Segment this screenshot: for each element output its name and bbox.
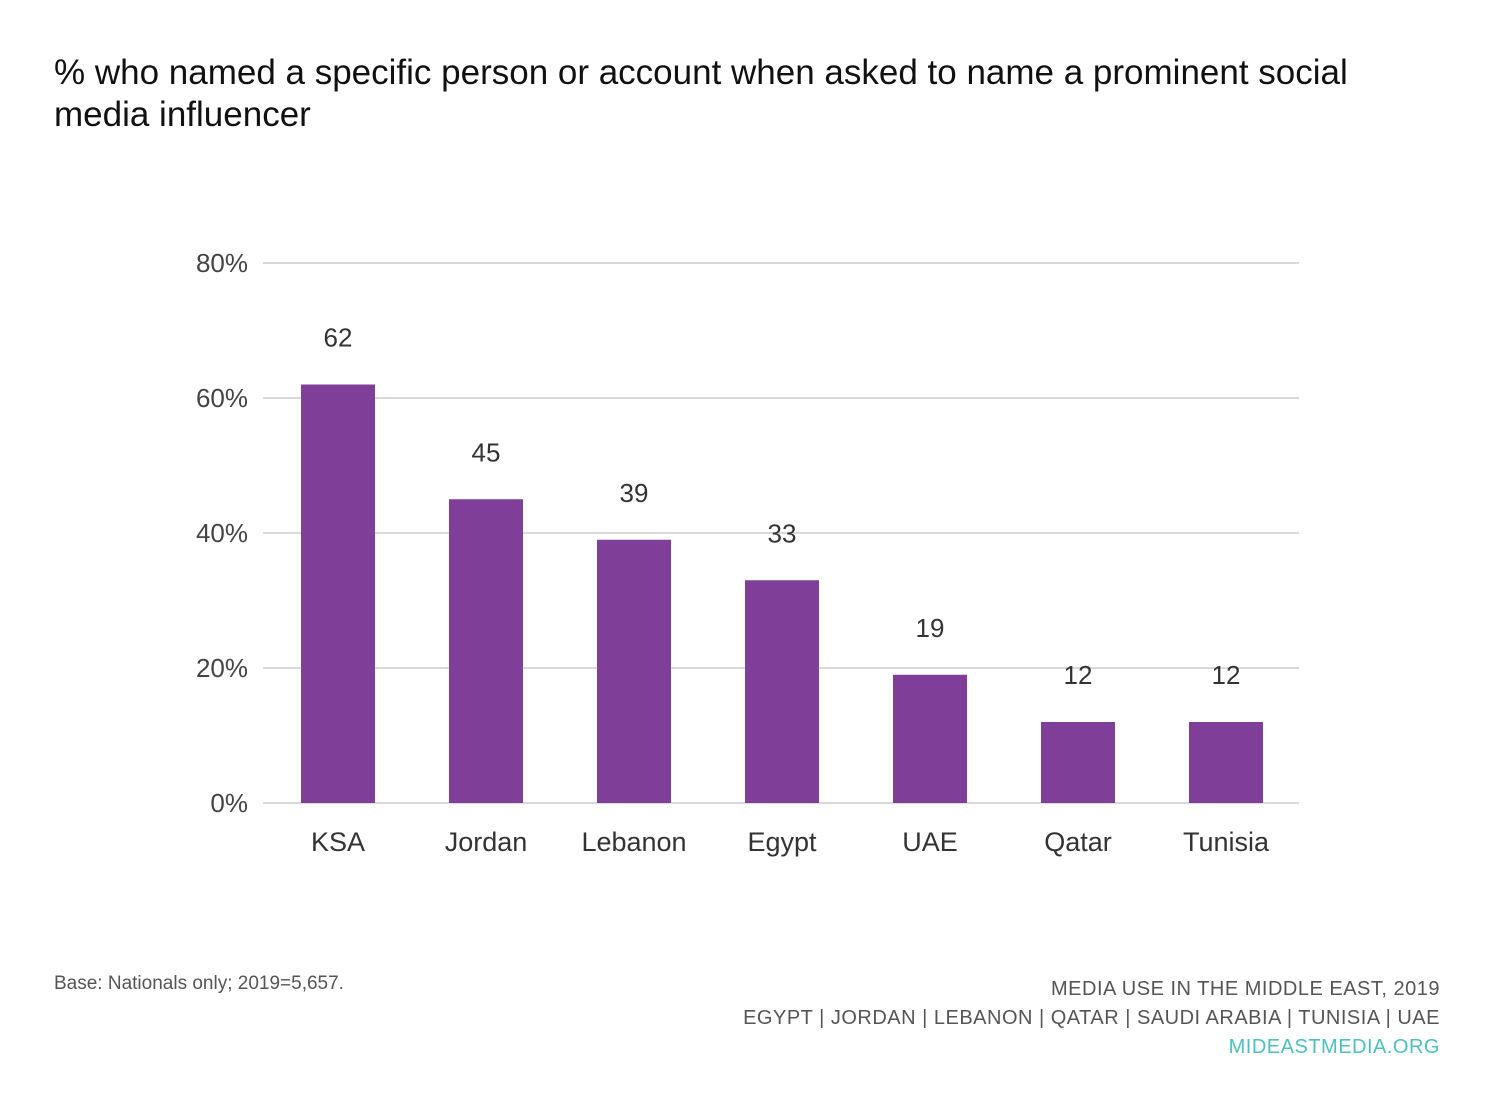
x-tick-label: Qatar bbox=[1044, 827, 1112, 857]
y-tick-label: 0% bbox=[210, 788, 248, 818]
bar-qatar bbox=[1041, 722, 1115, 803]
data-label: 19 bbox=[916, 613, 945, 643]
x-tick-label: Egypt bbox=[747, 827, 817, 857]
x-tick-label: UAE bbox=[902, 827, 958, 857]
source-link[interactable]: MIDEASTMEDIA.ORG bbox=[1228, 1036, 1440, 1058]
source-block: MEDIA USE IN THE MIDDLE EAST, 2019 EGYPT… bbox=[743, 975, 1440, 1062]
bar-egypt bbox=[745, 580, 819, 803]
y-tick-label: 20% bbox=[196, 653, 248, 683]
data-label: 62 bbox=[324, 323, 353, 353]
bar-uae bbox=[893, 674, 967, 803]
bar-lebanon bbox=[597, 539, 671, 803]
data-label: 39 bbox=[620, 478, 649, 508]
data-label: 12 bbox=[1064, 660, 1093, 690]
y-tick-label: 40% bbox=[196, 518, 248, 548]
bar-jordan bbox=[449, 499, 523, 803]
data-label: 33 bbox=[768, 518, 797, 548]
x-tick-label: Lebanon bbox=[581, 827, 686, 857]
x-tick-label: Tunisia bbox=[1183, 827, 1270, 857]
data-label: 12 bbox=[1212, 660, 1241, 690]
source-line-1: MEDIA USE IN THE MIDDLE EAST, 2019 bbox=[1051, 978, 1440, 1000]
source-line-2: EGYPT | JORDAN | LEBANON | QATAR | SAUDI… bbox=[743, 1007, 1440, 1029]
y-tick-label: 80% bbox=[196, 248, 248, 278]
bar-ksa bbox=[301, 384, 375, 803]
x-tick-label: KSA bbox=[311, 827, 365, 857]
base-note: Base: Nationals only; 2019=5,657. bbox=[54, 973, 344, 994]
x-tick-label: Jordan bbox=[445, 827, 528, 857]
data-label: 45 bbox=[472, 437, 501, 467]
y-tick-label: 60% bbox=[196, 383, 248, 413]
bar-tunisia bbox=[1189, 722, 1263, 803]
chart-title: % who named a specific person or account… bbox=[54, 53, 1348, 134]
